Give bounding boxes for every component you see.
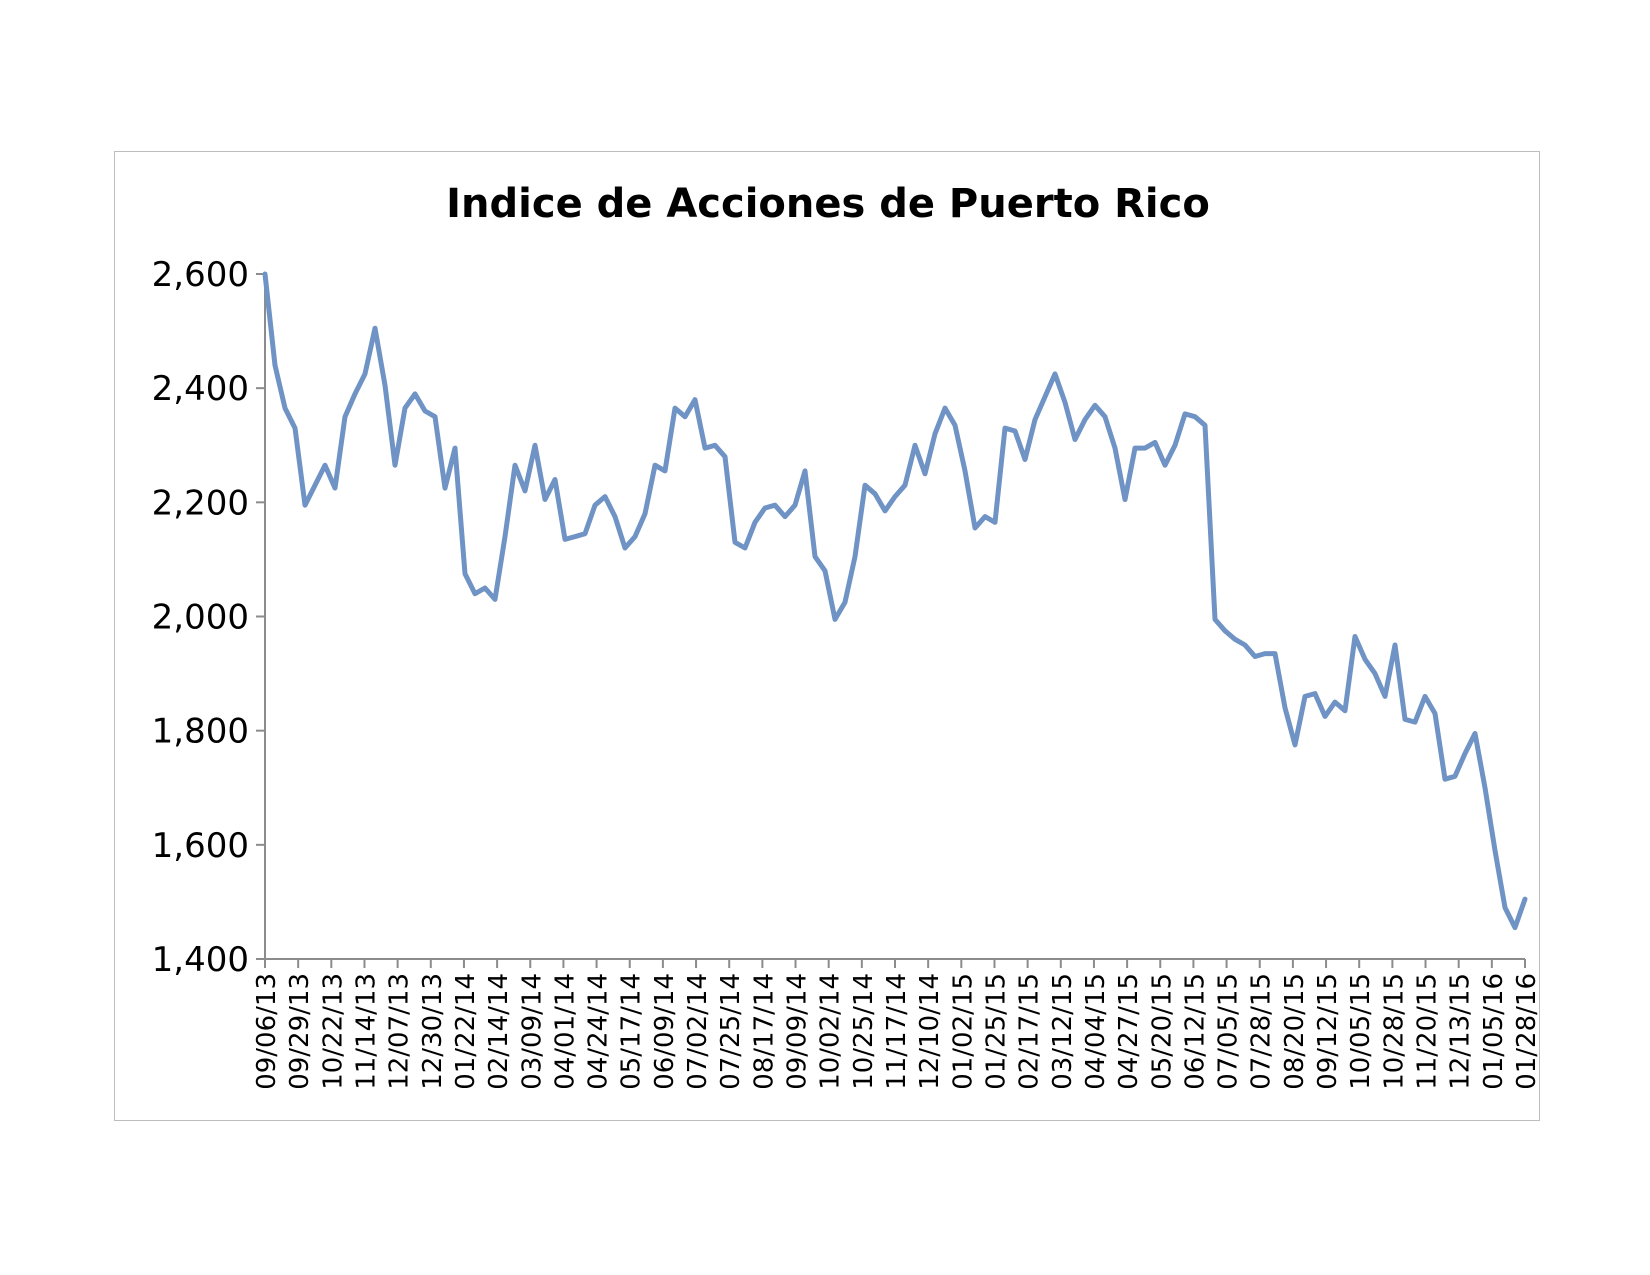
y-tick-label: 2,600 [152,255,249,295]
x-tick-label: 04/04/15 [1081,973,1111,1090]
y-tick-label: 1,800 [152,712,249,752]
x-tick-label: 07/28/15 [1247,973,1277,1090]
x-tick-label: 05/17/14 [617,973,647,1090]
x-tick-label: 11/14/13 [351,973,381,1090]
x-axis-ticks: 09/06/13 09/29/13 10/22/13 11/14/13 12/07/13… [252,959,1541,1090]
x-tick-label: 09/29/13 [285,973,315,1090]
x-tick-label: 09/09/14 [783,973,813,1090]
x-tick-label: 11/17/14 [882,973,912,1090]
x-tick-label: 01/05/16 [1479,973,1509,1090]
x-tick-label: 01/02/15 [948,973,978,1090]
x-tick-label: 06/09/14 [650,973,680,1090]
x-tick-label: 05/20/15 [1147,973,1177,1090]
x-tick-label: 01/28/16 [1512,973,1541,1090]
x-tick-label: 10/05/15 [1346,973,1376,1090]
x-tick-label: 10/28/15 [1379,973,1409,1090]
y-tick-label: 1,600 [152,826,249,866]
x-tick-label: 02/14/14 [484,973,514,1090]
y-axis-ticks: 1,400 1,600 1,800 2,000 2,200 2,400 2,600 [152,255,265,980]
x-tick-label: 09/06/13 [252,973,282,1090]
x-tick-label: 07/05/15 [1214,973,1244,1090]
y-tick-label: 2,400 [152,369,249,409]
chart-frame: Indice de Acciones de Puerto Rico 1,400 1… [114,151,1541,1121]
x-tick-label: 04/01/14 [550,973,580,1090]
x-tick-label: 08/20/15 [1280,973,1310,1090]
x-tick-label: 10/22/13 [318,973,348,1090]
x-tick-label: 12/13/15 [1446,973,1476,1090]
y-tick-label: 1,400 [152,940,249,980]
x-tick-label: 01/22/14 [451,973,481,1090]
x-tick-label: 07/25/14 [716,973,746,1090]
x-tick-label: 09/12/15 [1313,973,1343,1090]
x-tick-label: 06/12/15 [1180,973,1210,1090]
x-tick-label: 08/17/14 [749,973,779,1090]
chart-title: Indice de Acciones de Puerto Rico [446,181,1210,227]
x-tick-label: 04/24/14 [584,973,614,1090]
x-tick-label: 03/09/14 [517,973,547,1090]
x-tick-label: 12/07/13 [385,973,415,1090]
line-chart: Indice de Acciones de Puerto Rico 1,4001… [152,181,1541,1090]
x-tick-label: 10/02/14 [816,973,846,1090]
y-tick-label: 2,200 [152,483,249,523]
x-tick-label: 12/30/13 [418,973,448,1090]
x-tick-label: 04/27/15 [1114,973,1144,1090]
y-tick-label: 2,000 [152,598,249,638]
x-tick-label: 07/02/14 [683,973,713,1090]
x-tick-label: 10/25/14 [849,973,879,1090]
x-tick-label: 11/20/15 [1413,973,1443,1090]
x-tick-label: 02/17/15 [1015,973,1045,1090]
x-tick-label: 01/25/15 [981,973,1011,1090]
series-line [262,271,1528,931]
x-tick-label: 12/10/14 [915,973,945,1090]
x-tick-label: 03/12/15 [1048,973,1078,1090]
